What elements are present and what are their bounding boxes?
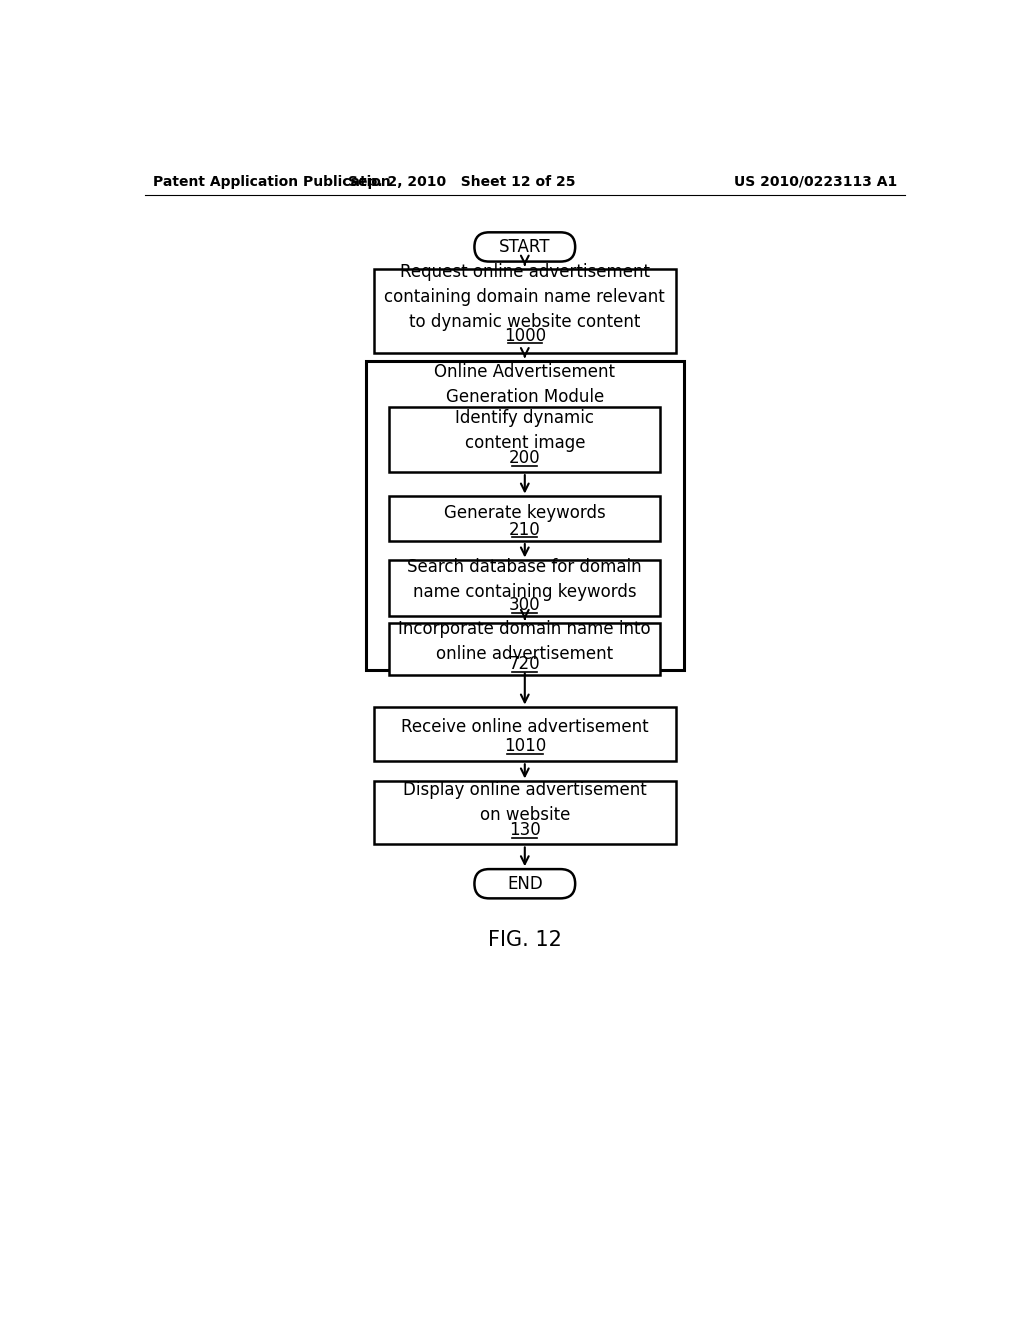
FancyBboxPatch shape (374, 708, 676, 762)
FancyBboxPatch shape (389, 561, 660, 616)
Text: Display online advertisement
on website: Display online advertisement on website (402, 780, 647, 824)
Text: 130: 130 (509, 821, 541, 838)
Text: Request online advertisement
containing domain name relevant
to dynamic website : Request online advertisement containing … (384, 263, 666, 331)
FancyBboxPatch shape (474, 869, 575, 899)
Text: START: START (499, 238, 551, 256)
Text: 1010: 1010 (504, 737, 546, 755)
Text: 720: 720 (509, 655, 541, 673)
FancyBboxPatch shape (389, 496, 660, 541)
FancyBboxPatch shape (366, 360, 684, 671)
FancyBboxPatch shape (389, 407, 660, 473)
Text: Online Advertisement
Generation Module: Online Advertisement Generation Module (434, 363, 615, 405)
Text: Receive online advertisement: Receive online advertisement (401, 718, 648, 735)
Text: Generate keywords: Generate keywords (444, 504, 605, 521)
Text: Sep. 2, 2010   Sheet 12 of 25: Sep. 2, 2010 Sheet 12 of 25 (347, 174, 575, 189)
FancyBboxPatch shape (374, 781, 676, 845)
Text: END: END (507, 875, 543, 892)
Text: Incorporate domain name into
online advertisement: Incorporate domain name into online adve… (398, 619, 651, 663)
FancyBboxPatch shape (374, 268, 676, 354)
Text: 200: 200 (509, 449, 541, 467)
Text: FIG. 12: FIG. 12 (487, 931, 562, 950)
Text: 300: 300 (509, 597, 541, 614)
FancyBboxPatch shape (474, 232, 575, 261)
Text: Identify dynamic
content image: Identify dynamic content image (456, 409, 594, 451)
Text: 210: 210 (509, 520, 541, 539)
Text: Patent Application Publication: Patent Application Publication (153, 174, 390, 189)
Text: US 2010/0223113 A1: US 2010/0223113 A1 (733, 174, 897, 189)
Text: Search database for domain
name containing keywords: Search database for domain name containi… (408, 558, 642, 601)
FancyBboxPatch shape (389, 623, 660, 675)
Text: 1000: 1000 (504, 326, 546, 345)
